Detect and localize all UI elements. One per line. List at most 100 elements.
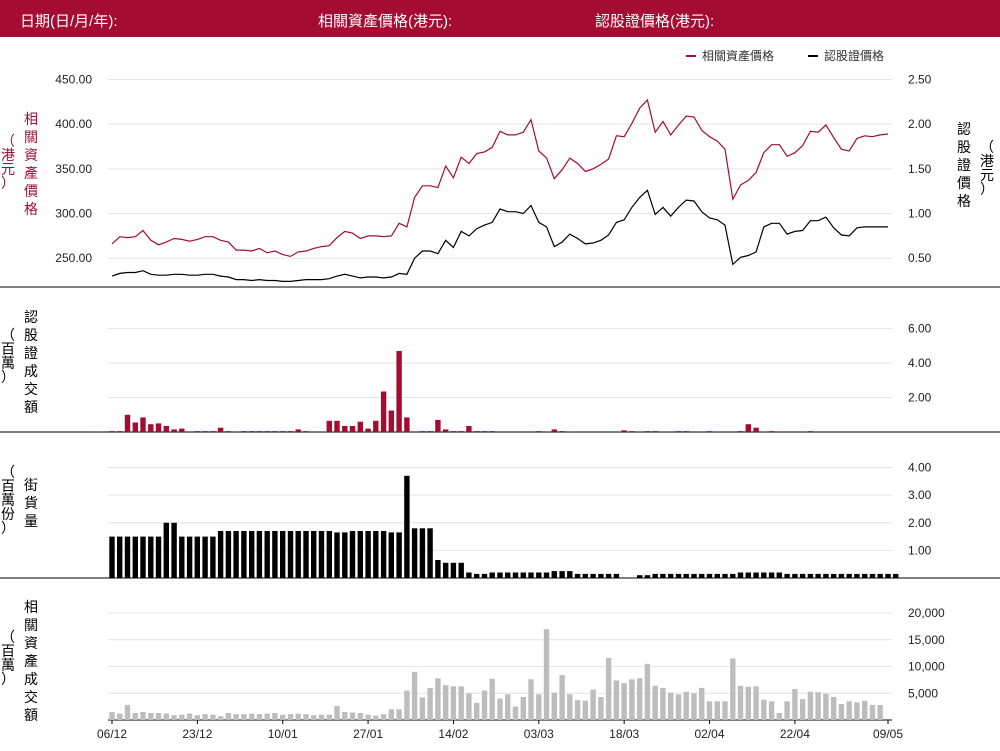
outstanding-bar	[520, 572, 526, 578]
underlying-turnover-bar	[854, 702, 860, 720]
warrant-volume-bar	[148, 424, 154, 432]
warrant-volume-bar	[280, 431, 286, 432]
warrant-volume-bar	[342, 426, 348, 432]
warrant-volume-bar	[109, 431, 115, 432]
outstanding-bar	[380, 531, 387, 578]
outstanding-bar	[862, 573, 868, 578]
warrant-volume-bar	[536, 431, 542, 432]
x-tick-label: 06/12	[97, 727, 127, 741]
warrant-volume-bar	[419, 431, 426, 432]
svg-text:產: 產	[24, 653, 38, 669]
underlying-turnover-bar	[815, 692, 821, 720]
svg-text:街: 街	[24, 477, 38, 493]
outstanding-bar	[163, 522, 169, 578]
outstanding-bar	[846, 573, 852, 578]
warrant-volume-bar	[388, 410, 394, 432]
underlying-turnover-bar	[179, 714, 185, 720]
outstanding-bar	[598, 573, 604, 578]
warrant-volume-bar	[256, 431, 263, 432]
y-right-tick-label: 1.50	[908, 162, 932, 176]
outstanding-bar	[171, 522, 177, 578]
legend-label-warrant: 認股證價格	[824, 48, 884, 63]
underlying-turnover-bar	[466, 693, 472, 720]
x-tick-label: 23/12	[182, 727, 212, 741]
underlying-turnover-bar	[373, 715, 379, 720]
outstanding-bar	[443, 562, 449, 578]
underlying-turnover-bar	[411, 671, 418, 720]
underlying-turnover-bar	[241, 714, 247, 720]
underlying-turnover-bar	[318, 714, 325, 720]
svg-text:萬: 萬	[1, 355, 15, 371]
outstanding-bar	[668, 573, 674, 578]
outstanding-bar	[427, 528, 433, 578]
svg-text:（: （	[1, 629, 15, 645]
warrant-volume-bar	[179, 428, 185, 432]
underlying-turnover-bar	[388, 709, 394, 720]
outstanding-bar	[388, 532, 394, 578]
warrant-volume-bar	[474, 431, 480, 432]
underlying-turnover-bar	[869, 705, 876, 720]
underlying-turnover-bar	[761, 699, 767, 720]
underlying-turnover-bar	[365, 714, 371, 720]
svg-text:百: 百	[1, 478, 15, 494]
svg-text:（: （	[980, 139, 994, 155]
svg-text:（: （	[1, 133, 15, 149]
outstanding-bar	[256, 531, 263, 578]
outstanding-bar	[117, 536, 123, 578]
svg-text:交: 交	[24, 689, 38, 705]
underlying-turnover-bar	[823, 693, 829, 720]
warrant-volume-bar	[272, 431, 278, 432]
warrant-volume-bar	[489, 431, 495, 432]
svg-text:格: 格	[957, 193, 971, 209]
x-tick-label: 10/01	[268, 727, 298, 741]
outstanding-bar	[543, 572, 550, 578]
underlying-turnover-bar	[474, 702, 480, 720]
outstanding-bar	[326, 531, 332, 578]
y-tick-label: 250.00	[55, 251, 92, 265]
x-tick-label: 27/01	[353, 727, 383, 741]
warrant-volume-bar	[373, 420, 379, 432]
svg-text:關: 關	[24, 617, 38, 633]
svg-text:（: （	[1, 327, 15, 343]
outstanding-bar	[210, 536, 216, 578]
warrant-volume-bar	[683, 431, 689, 432]
underlying-turnover-bar	[489, 678, 495, 720]
outstanding-bar	[799, 573, 806, 578]
underlying-turnover-bar	[831, 697, 837, 720]
outstanding-bar	[737, 572, 744, 578]
outstanding-bar	[249, 531, 255, 578]
outstanding-bar	[272, 531, 278, 578]
x-tick-label: 03/03	[524, 727, 554, 741]
warrant-volume-bar	[117, 431, 123, 432]
outstanding-bar	[776, 572, 782, 578]
underlying-turnover-bar	[605, 658, 612, 720]
underlying-turnover-bar	[342, 712, 348, 720]
warrant-price-label: 認股證價格(港元):	[595, 13, 715, 30]
warrant-volume-bar	[334, 420, 340, 432]
svg-text:相: 相	[24, 599, 38, 615]
underlying-turnover-bar	[443, 685, 449, 720]
warrant-volume-bar	[326, 420, 332, 432]
underlying-turnover-bar	[838, 704, 845, 720]
x-tick-label: 09/05	[873, 727, 903, 741]
outstanding-bar	[287, 531, 294, 578]
underlying-turnover-bar	[598, 697, 604, 720]
underlying-turnover-bar	[753, 686, 759, 720]
underlying-turnover-bar	[768, 701, 775, 720]
outstanding-bar	[225, 531, 232, 578]
underlying-turnover-bar	[334, 706, 340, 720]
underlying-turnover-bar	[326, 714, 332, 720]
outstanding-bar	[753, 572, 759, 578]
outstanding-bar	[505, 572, 511, 578]
y-tick-label: 400.00	[55, 117, 92, 131]
svg-text:貨: 貨	[24, 495, 38, 511]
underlying-turnover-bar	[784, 701, 790, 720]
outstanding-bar	[683, 573, 689, 578]
svg-text:成: 成	[24, 671, 38, 687]
underlying-turnover-bar	[745, 686, 751, 720]
warrant-volume-bar	[202, 431, 208, 432]
warrant-volume-bar	[644, 431, 651, 432]
svg-text:股: 股	[24, 327, 38, 343]
outstanding-bar	[792, 573, 798, 578]
warrant-volume-bar	[753, 427, 759, 432]
